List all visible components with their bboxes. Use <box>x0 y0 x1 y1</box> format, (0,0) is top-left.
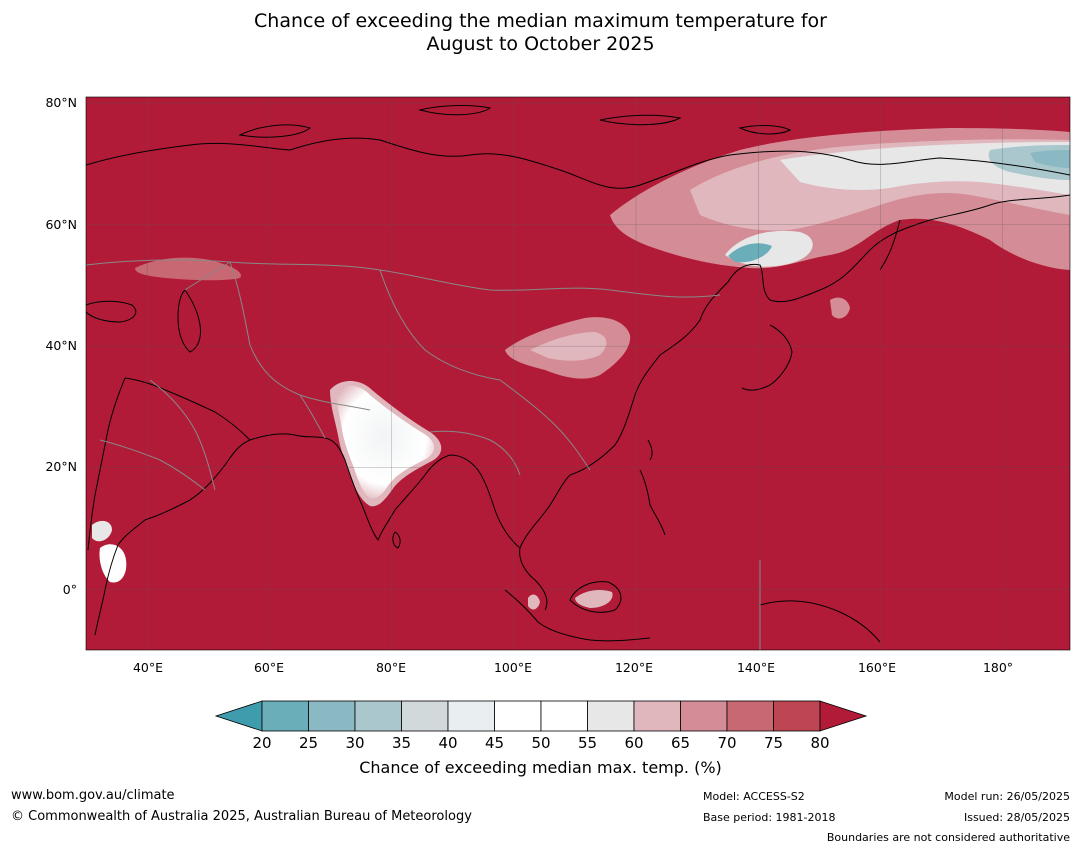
country-borders <box>86 259 761 650</box>
lat-tick-40: 40°N <box>45 338 77 353</box>
title-line-1: Chance of exceeding the median maximum t… <box>254 10 827 32</box>
colorbar-label: 80 <box>810 734 829 752</box>
colorbar-segment <box>540 700 588 732</box>
colorbar-segment <box>726 700 774 732</box>
colorbar-segment <box>354 700 402 732</box>
africa-patch <box>99 544 127 583</box>
gridlines <box>86 97 1070 650</box>
colorbar-label: 35 <box>392 734 411 752</box>
colorbar-label: 30 <box>345 734 364 752</box>
anomaly-patches <box>92 128 1070 610</box>
lat-tick-0: 0° <box>63 582 77 597</box>
footer-copyright: © Commonwealth of Australia 2025, Austra… <box>11 809 472 824</box>
colorbar-arrow-high <box>819 700 868 732</box>
colorbar-segment <box>773 700 821 732</box>
footer-model-run: Model run: 26/05/2025 <box>944 790 1070 803</box>
lat-tick-60: 60°N <box>45 217 77 232</box>
colorbar-segment <box>680 700 728 732</box>
lon-tick-80: 80°E <box>376 660 406 675</box>
lon-tick-160: 160°E <box>858 660 896 675</box>
colorbar-segment <box>447 700 495 732</box>
lon-tick-140: 140°E <box>737 660 775 675</box>
borneo-patch <box>575 590 613 608</box>
lat-tick-80: 80°N <box>45 95 77 110</box>
colorbar-segment <box>494 700 542 732</box>
india-patch <box>335 385 435 499</box>
colorbar-segment <box>587 700 635 732</box>
arabian-patch <box>92 520 112 542</box>
colorbar-segment <box>401 700 449 732</box>
colorbar-label: 60 <box>624 734 643 752</box>
colorbar-segment <box>633 700 681 732</box>
lon-tick-180: 180° <box>983 660 1013 675</box>
colorbar-label: 55 <box>578 734 597 752</box>
sumatra-patch <box>528 594 540 610</box>
colorbar-label: 65 <box>671 734 690 752</box>
lat-tick-20: 20°N <box>45 459 77 474</box>
map-frame <box>85 96 1071 651</box>
colorbar-label: 40 <box>438 734 457 752</box>
colorbar-label: 75 <box>764 734 783 752</box>
footer-base-period: Base period: 1981-2018 <box>703 811 836 824</box>
colorbar-arrow-low <box>214 700 263 732</box>
footer-model: Model: ACCESS-S2 <box>703 790 805 803</box>
footer-disclaimer: Boundaries are not considered authoritat… <box>826 831 1070 844</box>
colorbar-label: 45 <box>485 734 504 752</box>
footer-website: www.bom.gov.au/climate <box>11 788 175 803</box>
chart-title: Chance of exceeding the median maximum t… <box>0 10 1081 56</box>
lon-tick-60: 60°E <box>254 660 284 675</box>
lat-tick-labels: 80°N 60°N 40°N 20°N 0° <box>45 95 77 597</box>
colorbar-segment <box>308 700 356 732</box>
colorbar-label: 20 <box>252 734 271 752</box>
colorbar-label: 25 <box>299 734 318 752</box>
lon-tick-labels: 40°E 60°E 80°E 100°E 120°E 140°E 160°E 1… <box>133 660 1013 675</box>
colorbar-label: 70 <box>717 734 736 752</box>
colorbar-label: 50 <box>531 734 550 752</box>
lon-tick-40: 40°E <box>133 660 163 675</box>
colorbar-segment <box>261 700 309 732</box>
title-line-2: August to October 2025 <box>426 33 655 55</box>
central-asia-patch <box>135 257 241 281</box>
colorbar-title: Chance of exceeding median max. temp. (%… <box>359 758 722 777</box>
japan-patch <box>830 297 850 319</box>
colorbar: 20 25 30 35 40 45 50 55 60 65 70 75 80 <box>214 700 868 752</box>
okhotsk-patch-cool <box>728 243 772 263</box>
lon-tick-120: 120°E <box>615 660 653 675</box>
siberia-patch-cool2 <box>1030 150 1070 168</box>
lon-tick-100: 100°E <box>494 660 532 675</box>
coastlines <box>86 105 1070 643</box>
footer-issued: Issued: 28/05/2025 <box>963 811 1070 824</box>
